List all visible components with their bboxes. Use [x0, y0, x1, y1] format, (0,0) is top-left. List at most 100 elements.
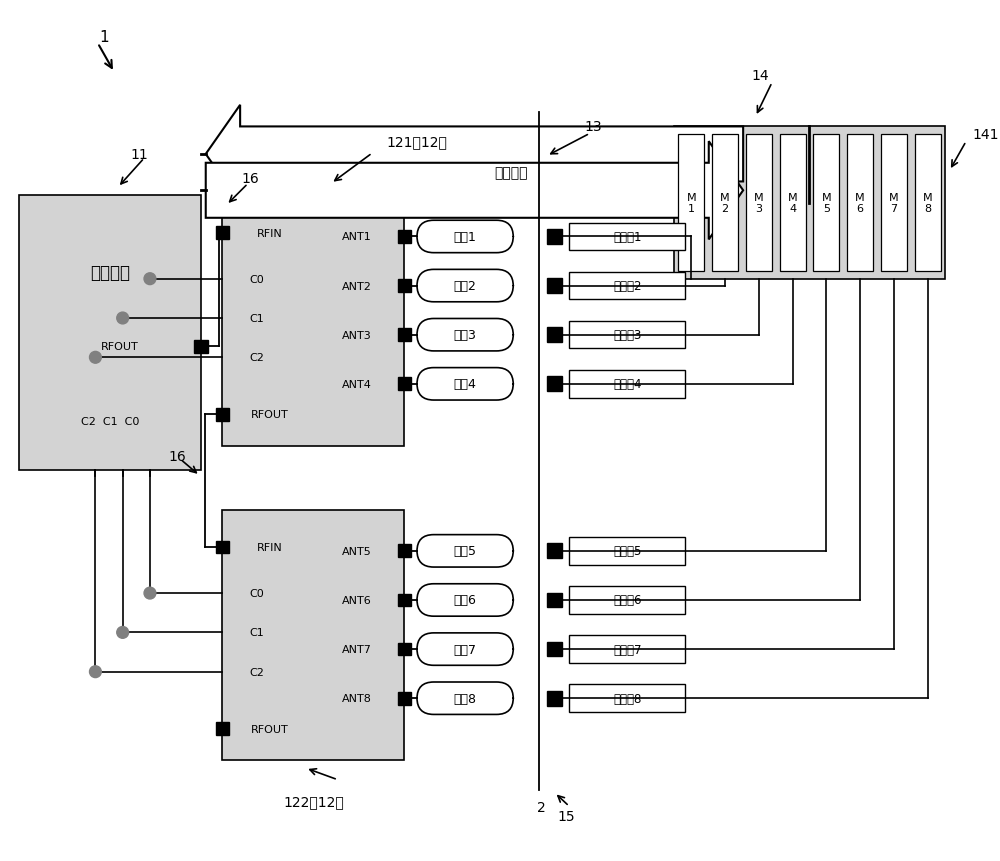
Text: 天线5: 天线5: [454, 545, 477, 558]
Text: 磁钐生4: 磁钐生4: [613, 378, 641, 391]
Bar: [547, 691, 562, 706]
Bar: [813, 135, 839, 271]
Circle shape: [144, 587, 156, 599]
Bar: [398, 280, 411, 293]
Text: 磁钐生3: 磁钐生3: [613, 329, 641, 342]
Text: 121（12）: 121（12）: [386, 135, 447, 149]
Text: 磁钐生7: 磁钐生7: [613, 643, 641, 656]
Text: 天线8: 天线8: [454, 692, 477, 705]
Text: ANT1: ANT1: [342, 232, 372, 242]
Text: M
3: M 3: [754, 193, 764, 214]
Text: RFOUT: RFOUT: [251, 410, 288, 420]
Text: M
6: M 6: [855, 193, 865, 214]
Text: C2: C2: [249, 667, 264, 677]
Bar: [915, 135, 941, 271]
Circle shape: [117, 313, 129, 325]
FancyBboxPatch shape: [417, 369, 513, 400]
FancyBboxPatch shape: [417, 535, 513, 567]
FancyBboxPatch shape: [417, 584, 513, 616]
Bar: [847, 135, 873, 271]
Text: 射频模块: 射频模块: [90, 264, 130, 282]
Text: C2  C1  C0: C2 C1 C0: [81, 416, 139, 426]
Bar: [216, 722, 229, 735]
Text: 磁钐生2: 磁钐生2: [613, 280, 641, 293]
Bar: [222, 196, 404, 446]
Bar: [547, 544, 562, 559]
Text: C1: C1: [249, 628, 264, 638]
Bar: [547, 377, 562, 392]
Text: C2: C2: [249, 353, 264, 362]
Text: M
8: M 8: [923, 193, 932, 214]
Text: C0: C0: [249, 588, 264, 598]
Text: 磁钐生1: 磁钐生1: [613, 231, 641, 244]
Bar: [881, 135, 907, 271]
Text: RFIN: RFIN: [257, 228, 282, 238]
Text: M
1: M 1: [686, 193, 696, 214]
Text: ANT4: ANT4: [342, 380, 372, 389]
Polygon shape: [206, 106, 743, 204]
Text: M
7: M 7: [889, 193, 899, 214]
Bar: [569, 586, 685, 614]
Text: C0: C0: [249, 275, 264, 284]
Text: M
5: M 5: [822, 193, 831, 214]
Text: ANT6: ANT6: [342, 595, 372, 605]
FancyBboxPatch shape: [417, 319, 513, 351]
Bar: [746, 135, 772, 271]
Text: 数据总线: 数据总线: [495, 166, 528, 180]
Bar: [674, 127, 945, 279]
Bar: [547, 230, 562, 245]
Bar: [216, 408, 229, 421]
Text: 天线7: 天线7: [454, 643, 477, 656]
Text: ANT7: ANT7: [342, 644, 372, 654]
Bar: [569, 370, 685, 398]
Bar: [569, 273, 685, 300]
Bar: [547, 642, 562, 657]
Bar: [398, 231, 411, 244]
Text: 磁钐生8: 磁钐生8: [613, 692, 641, 705]
Text: 天线2: 天线2: [454, 280, 477, 293]
Text: M
2: M 2: [720, 193, 730, 214]
Bar: [547, 328, 562, 343]
Text: 14: 14: [752, 69, 769, 84]
Text: 13: 13: [584, 121, 602, 134]
Bar: [569, 684, 685, 712]
Text: 141: 141: [972, 128, 999, 142]
Bar: [780, 135, 806, 271]
Bar: [678, 135, 704, 271]
Bar: [398, 594, 411, 607]
Circle shape: [144, 274, 156, 285]
Text: 1: 1: [100, 29, 109, 45]
Circle shape: [90, 352, 101, 363]
Bar: [569, 635, 685, 663]
Text: RFOUT: RFOUT: [101, 342, 139, 352]
Bar: [398, 692, 411, 705]
Text: ANT5: ANT5: [342, 546, 372, 556]
Text: 11: 11: [131, 148, 148, 162]
Bar: [398, 545, 411, 558]
Text: 天线4: 天线4: [454, 378, 477, 391]
Bar: [547, 593, 562, 608]
Bar: [216, 541, 229, 554]
Bar: [569, 321, 685, 349]
FancyBboxPatch shape: [417, 682, 513, 715]
Text: RFOUT: RFOUT: [251, 724, 288, 734]
Text: 122（12）: 122（12）: [283, 795, 344, 808]
Bar: [398, 329, 411, 342]
Circle shape: [90, 666, 101, 678]
Text: ANT8: ANT8: [342, 693, 372, 703]
Text: 天线3: 天线3: [454, 329, 477, 342]
Bar: [19, 196, 201, 471]
Bar: [194, 340, 208, 354]
Text: 天线6: 天线6: [454, 594, 477, 607]
Bar: [216, 227, 229, 239]
FancyBboxPatch shape: [417, 633, 513, 666]
Text: ANT3: ANT3: [342, 331, 372, 340]
Text: RFIN: RFIN: [257, 542, 282, 552]
Text: M
4: M 4: [788, 193, 797, 214]
Text: 天线1: 天线1: [454, 231, 477, 244]
FancyBboxPatch shape: [417, 221, 513, 253]
Bar: [569, 537, 685, 565]
Text: 15: 15: [557, 809, 575, 823]
Bar: [398, 378, 411, 391]
Bar: [222, 510, 404, 760]
